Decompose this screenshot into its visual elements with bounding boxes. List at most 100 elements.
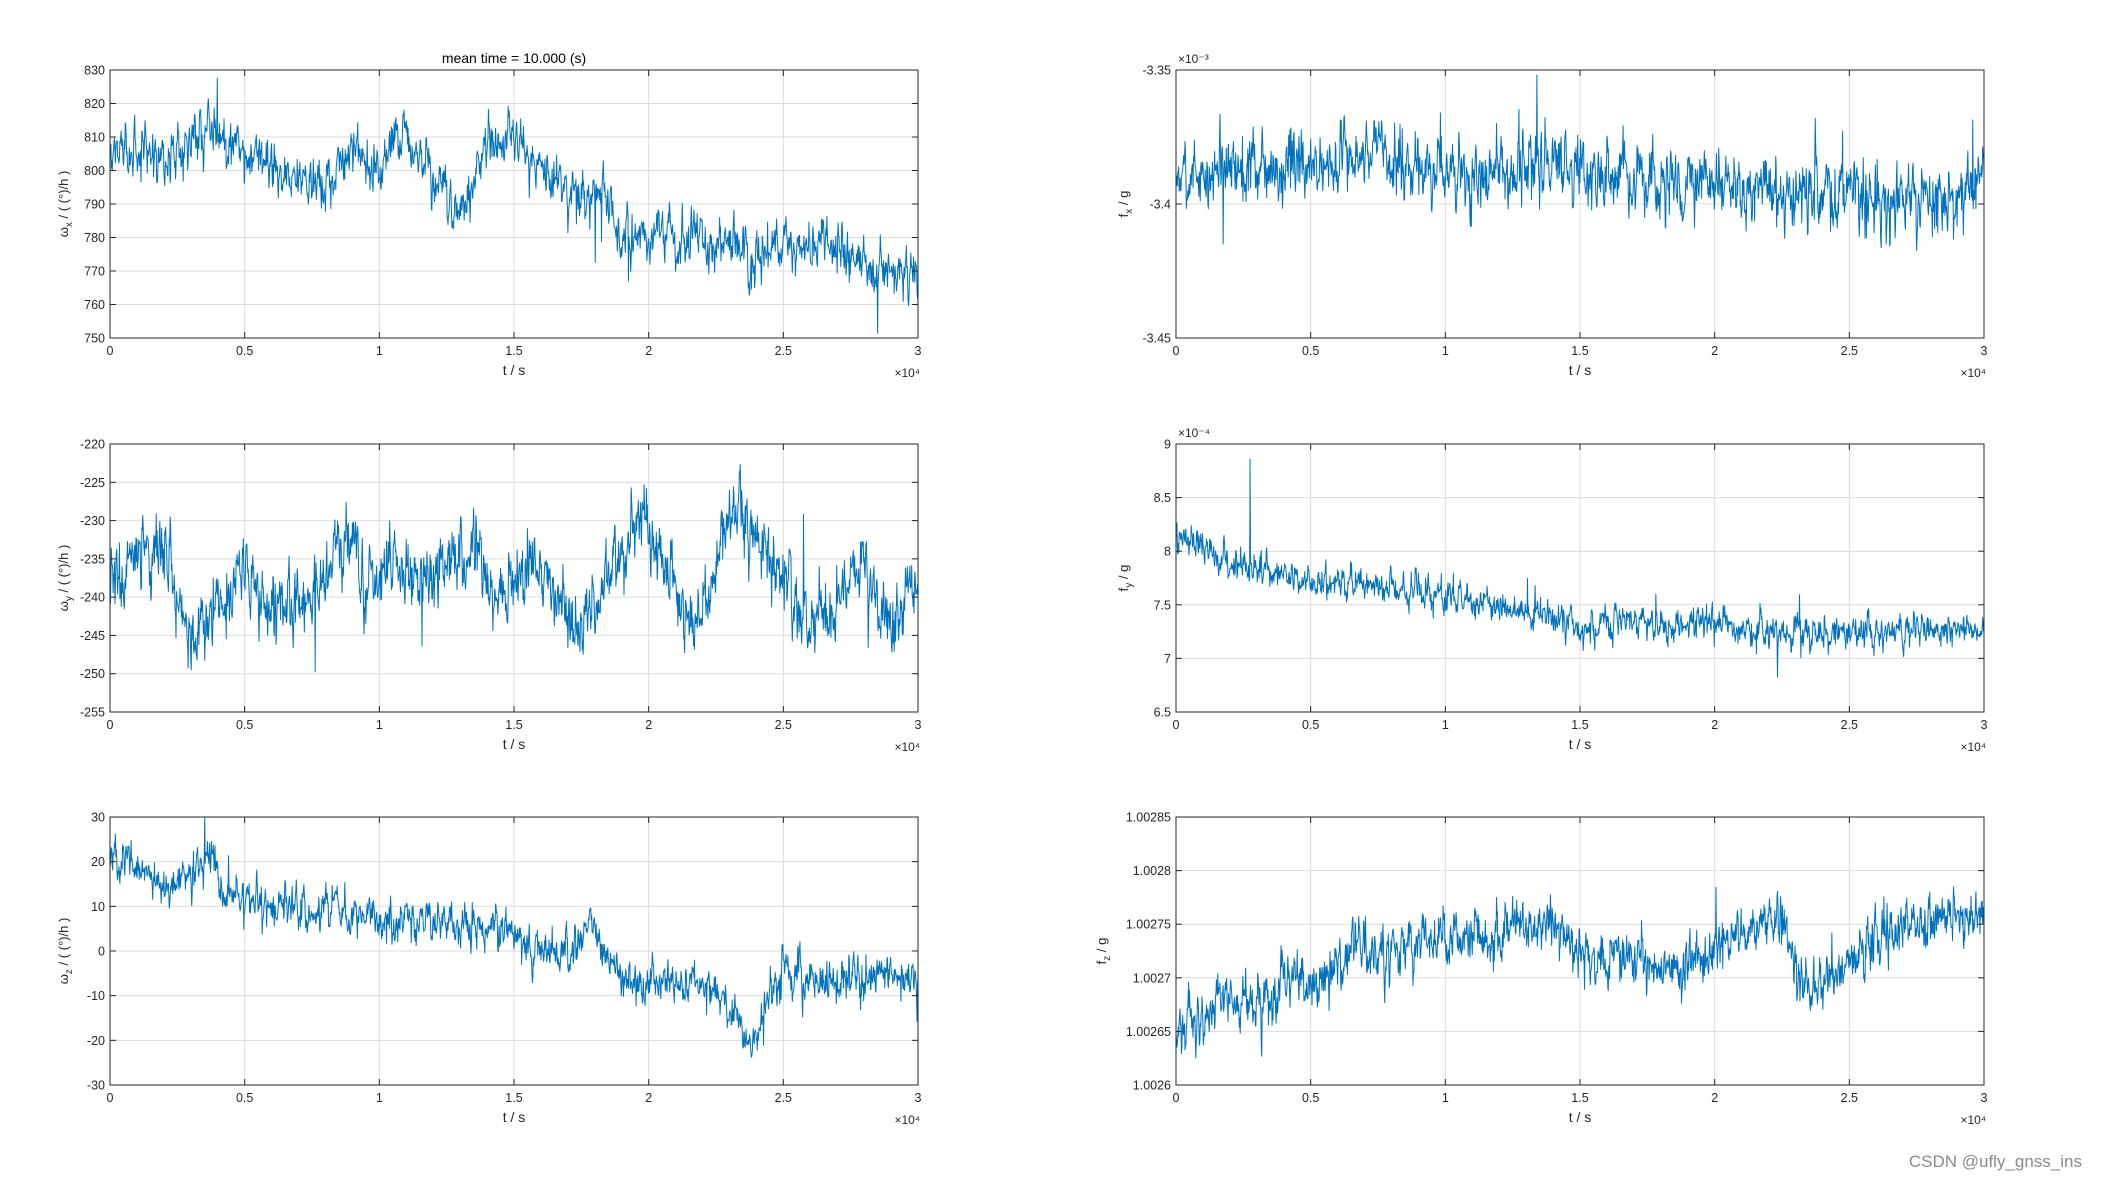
- x-tick-label: 2.5: [1841, 718, 1858, 732]
- x-exponent-label: ×10⁴: [1960, 1113, 1986, 1127]
- y-tick-label: -3.4: [1149, 198, 1171, 212]
- x-tick-label: 0: [1173, 344, 1180, 358]
- x-tick-label: 1: [376, 718, 383, 732]
- y-tick-label: 1.00275: [1126, 918, 1171, 932]
- chart-fz: 0 0.5 1 1.5 2 2.5 3 1.0026 1.00265 1.0027 1.00275 1…: [1094, 811, 1988, 1128]
- y-tick-label: 8.5: [1154, 491, 1171, 505]
- x-tick-label: 0.5: [236, 718, 253, 732]
- x-exponent-label: ×10⁴: [1960, 740, 1986, 754]
- y-tick-label: 790: [84, 198, 105, 212]
- x-tick-label: 3: [1981, 1091, 1988, 1105]
- x-axis-label: t / s: [503, 1109, 526, 1125]
- y-exponent-label: ×10⁻³: [1178, 52, 1209, 66]
- y-tick-label: -250: [80, 667, 105, 681]
- y-tick-label: 7.5: [1154, 598, 1171, 612]
- chart-fx: 0 0.5 1 1.5 2 2.5 3 -3.45 -3.4 -3.35 ×10⁴ ×10⁻³ t / …: [1116, 52, 1988, 380]
- y-tick-label: 30: [91, 811, 105, 825]
- x-tick-label: 2.5: [1841, 344, 1858, 358]
- x-tick-label: 1.5: [1571, 344, 1588, 358]
- series-line-fx: [1175, 74, 1985, 251]
- x-tick-label: 2.5: [775, 1091, 792, 1105]
- y-tick-label: 1.00265: [1126, 1025, 1171, 1039]
- y-tick-label: 780: [84, 231, 105, 245]
- x-tick-label: 1: [1442, 344, 1449, 358]
- x-tick-label: 1.5: [505, 718, 522, 732]
- x-axis-label: t / s: [503, 362, 526, 378]
- x-axis-label: t / s: [1569, 736, 1592, 752]
- x-tick-label: 1: [1442, 718, 1449, 732]
- y-tick-label: 20: [91, 855, 105, 869]
- chart-wz: 0 0.5 1 1.5 2 2.5 3 -30 -20 -10 0 10 20 30 ×10⁴ t / s ωz…: [56, 811, 922, 1128]
- chart-fy: 0 0.5 1 1.5 2 2.5 3 6.5 7 7.5 8 8.5 9 ×10⁴ ×10⁻⁴ t / s f…: [1116, 426, 1988, 754]
- y-tick-label: -3.45: [1143, 332, 1172, 346]
- x-tick-label: 0.5: [236, 344, 253, 358]
- x-tick-label: 0: [1173, 718, 1180, 732]
- y-tick-label: -10: [87, 989, 105, 1003]
- chart-wx: 0 0.5 1 1.5 2 2.5 3 750 760 770 780 790 800 810 820 830…: [56, 50, 922, 380]
- series-line-wy: [109, 463, 919, 673]
- y-tick-label: 800: [84, 164, 105, 178]
- x-tick-label: 1: [376, 1091, 383, 1105]
- y-exponent-label: ×10⁻⁴: [1178, 426, 1210, 440]
- x-tick-label: 2.5: [775, 344, 792, 358]
- x-axis-label: t / s: [1569, 362, 1592, 378]
- y-tick-label: -30: [87, 1079, 105, 1093]
- y-tick-label: 770: [84, 265, 105, 279]
- series-line-fz: [1175, 886, 1985, 1059]
- y-axis-label: ωy / ( (°)/h ): [56, 545, 75, 612]
- x-tick-label: 1.5: [505, 344, 522, 358]
- y-tick-label: -3.35: [1143, 64, 1172, 78]
- x-tick-label: 1: [1442, 1091, 1449, 1105]
- y-tick-label: 1.00285: [1126, 811, 1171, 825]
- x-tick-label: 2.5: [1841, 1091, 1858, 1105]
- y-axis-label: ωx / ( (°)/h ): [56, 171, 75, 238]
- x-axis-label: t / s: [503, 736, 526, 752]
- x-tick-label: 3: [915, 1091, 922, 1105]
- x-exponent-label: ×10⁴: [1960, 366, 1986, 380]
- x-tick-label: 2: [645, 718, 652, 732]
- x-tick-label: 0: [1173, 1091, 1180, 1105]
- x-tick-label: 3: [1981, 344, 1988, 358]
- y-tick-label: 830: [84, 64, 105, 78]
- y-tick-label: 1.0026: [1133, 1079, 1171, 1093]
- x-exponent-label: ×10⁴: [894, 740, 920, 754]
- x-tick-label: 0.5: [1302, 344, 1319, 358]
- y-tick-label: 6.5: [1154, 706, 1171, 720]
- x-tick-label: 1.5: [1571, 718, 1588, 732]
- chart-title: mean time = 10.000 (s): [442, 50, 586, 66]
- chart-wy: 0 0.5 1 1.5 2 2.5 3 -255 -250 -245 -240 -235 -230 -22…: [56, 438, 922, 755]
- series-line-wx: [109, 77, 919, 334]
- series-line-wz: [109, 816, 919, 1058]
- x-tick-label: 1.5: [1571, 1091, 1588, 1105]
- y-tick-label: 0: [98, 945, 105, 959]
- y-axis-label: fz / g: [1094, 938, 1113, 965]
- series-line-fy: [1175, 458, 1985, 678]
- x-tick-label: 2.5: [775, 718, 792, 732]
- y-tick-label: -230: [80, 514, 105, 528]
- y-tick-label: 1.0028: [1133, 864, 1171, 878]
- y-tick-label: -225: [80, 476, 105, 490]
- x-tick-label: 1: [376, 344, 383, 358]
- x-tick-label: 2: [1711, 718, 1718, 732]
- x-tick-label: 2: [645, 344, 652, 358]
- x-tick-label: 2: [1711, 1091, 1718, 1105]
- x-exponent-label: ×10⁴: [894, 366, 920, 380]
- y-axis-label: fx / g: [1116, 191, 1135, 218]
- y-tick-label: 810: [84, 131, 105, 145]
- y-tick-label: 750: [84, 332, 105, 346]
- y-tick-label: 760: [84, 298, 105, 312]
- x-tick-label: 3: [915, 344, 922, 358]
- x-exponent-label: ×10⁴: [894, 1113, 920, 1127]
- y-tick-label: -255: [80, 706, 105, 720]
- y-tick-label: 1.0027: [1133, 971, 1171, 985]
- y-tick-label: 10: [91, 900, 105, 914]
- x-tick-label: 1.5: [505, 1091, 522, 1105]
- x-tick-label: 0.5: [1302, 1091, 1319, 1105]
- y-tick-label: 8: [1164, 545, 1171, 559]
- x-tick-label: 3: [915, 718, 922, 732]
- x-tick-label: 0.5: [1302, 718, 1319, 732]
- y-axis-label: fy / g: [1116, 565, 1135, 592]
- y-tick-label: -235: [80, 552, 105, 566]
- x-tick-label: 0: [107, 344, 114, 358]
